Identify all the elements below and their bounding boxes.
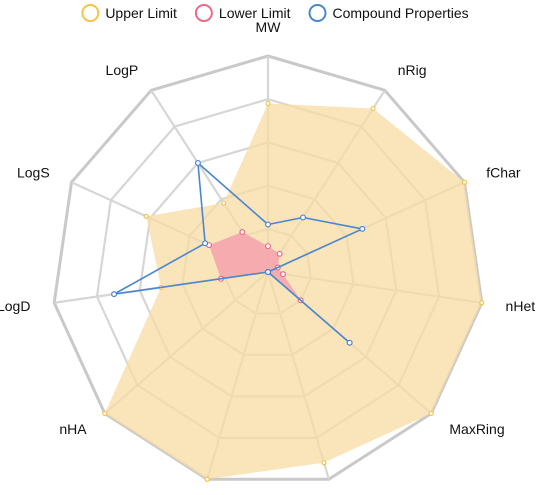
compound-properties-point (265, 269, 272, 276)
axis-label: LogP (106, 62, 139, 78)
lower-limit-point (265, 243, 272, 250)
axis-label: nHet (506, 298, 536, 314)
axis-label: MW (256, 19, 282, 35)
axis-label: nRig (398, 62, 427, 78)
lower-limit-legend-label: Lower Limit (219, 5, 291, 21)
axis-label: fChar (486, 164, 521, 180)
compound-properties-legend-marker (308, 4, 327, 22)
compound-properties-point (265, 221, 272, 228)
axis-labels: MWnRigfCharnHetMaxRingnRingnHDnHALogDLog… (0, 19, 535, 495)
lower-limit-point (279, 271, 286, 278)
upper-limit-point (265, 100, 271, 107)
compound-properties-line (113, 162, 364, 344)
compound-properties-point (202, 240, 209, 247)
upper-limit-legend-marker (81, 4, 100, 22)
upper-limit-point (102, 410, 108, 417)
lower-limit-legend-marker (194, 4, 213, 22)
lower-limit-point (276, 250, 283, 257)
lower-limit-area (209, 232, 301, 301)
axis-label: MaxRing (449, 421, 504, 437)
compound-properties-point (194, 159, 201, 166)
axis-label: nHA (59, 421, 87, 437)
upper-limit-point (204, 476, 210, 482)
compound-properties-point (111, 291, 118, 298)
compound-properties-point (346, 339, 353, 346)
upper-limit-point (479, 300, 485, 306)
grid-ring (52, 54, 484, 481)
axis-label: LogD (0, 298, 30, 314)
upper-limit-point (428, 410, 434, 417)
lower-limit-point (239, 229, 246, 236)
axis-label: LogS (17, 164, 50, 180)
upper-limit-point (321, 460, 327, 466)
compound-properties-point (359, 225, 366, 232)
upper-limit-legend-label: Upper Limit (105, 5, 177, 21)
legend: Upper Limit Lower Limit Compound Propertie… (81, 4, 469, 22)
series-layer (102, 100, 485, 482)
upper-limit-point (461, 179, 468, 185)
compound-properties-point (300, 214, 307, 221)
upper-limit-point (143, 213, 149, 219)
upper-limit-point (221, 200, 227, 206)
compound-properties-legend-label: Compound Properties (333, 5, 469, 21)
upper-limit-point (370, 105, 376, 112)
